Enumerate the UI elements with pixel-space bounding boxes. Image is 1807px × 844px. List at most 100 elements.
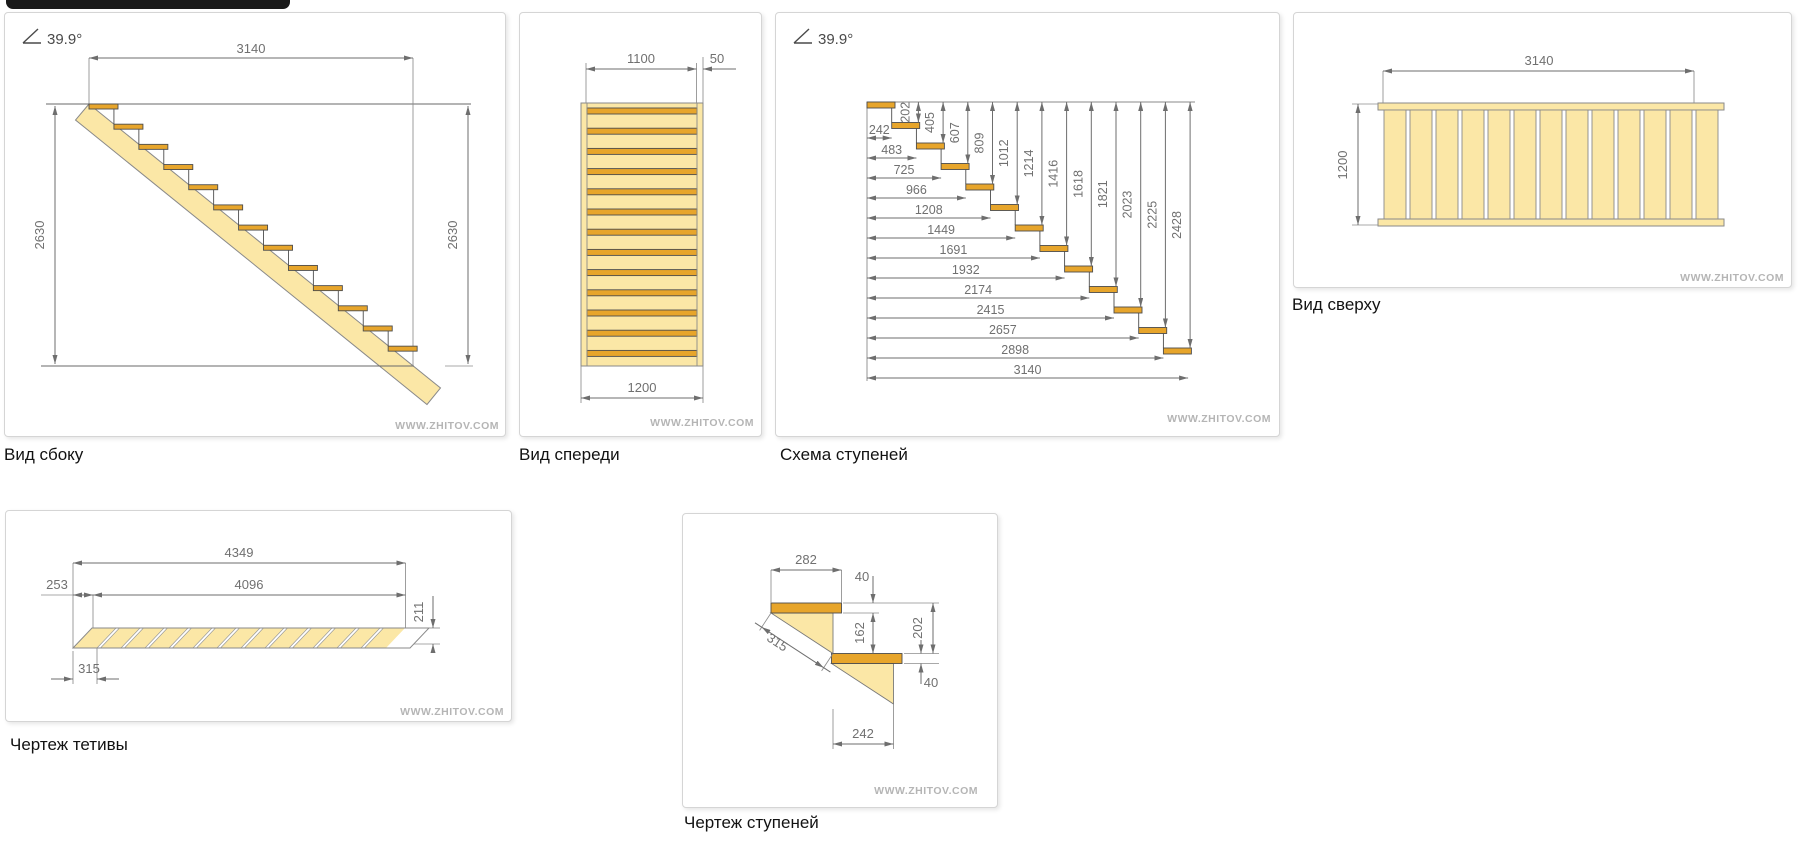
watermark: WWW.ZHITOV.COM	[874, 785, 978, 797]
top-view-tread	[1643, 109, 1667, 220]
upper-tread	[770, 602, 842, 614]
top-view-tread	[1695, 109, 1719, 220]
side-view-drawing: 3140 2630 2630 39.9° WWW.ZHITOV.COM	[22, 28, 499, 432]
top-view-tread	[1461, 109, 1485, 220]
run-dim-label: 2898	[1001, 343, 1029, 357]
angle-icon	[22, 28, 41, 44]
step-tread	[1088, 286, 1118, 293]
top-rail	[1377, 102, 1725, 111]
panel-stringer-drawing: 4349 253 4096 211 315 WWW.ZHITOV.COM	[5, 510, 512, 722]
front-tread	[586, 147, 698, 155]
step-tread	[138, 143, 169, 150]
top-view-tread	[1617, 109, 1641, 220]
dim-length: 3140	[1525, 53, 1554, 68]
rise-dim-label: 1618	[1071, 170, 1085, 198]
dim-notched-length: 4096	[235, 577, 264, 592]
panel-front-view: 1100 50 1200 WWW.ZHITOV.COM	[519, 12, 762, 437]
top-view-tread	[1513, 109, 1537, 220]
step-tread	[1064, 265, 1094, 273]
panel-step-drawing: 282 40 162 202 40 242 315 WWW.ZHITOV.CO	[682, 513, 998, 808]
rise-dim-label: 2023	[1121, 191, 1135, 219]
rise-dim-label: 1012	[997, 139, 1011, 167]
front-tread	[586, 188, 698, 196]
front-tread	[586, 208, 698, 216]
caption-top-view: Вид сверху	[1292, 295, 1381, 314]
dim-tread-width: 1100	[627, 51, 655, 66]
step-tread	[1039, 245, 1069, 252]
rise-dimensions: 202 405 607 809 1012 1214 1416 1618 1821 2023 2225…	[898, 102, 1193, 348]
caption-front-view: Вид спереди	[519, 445, 620, 464]
lower-tread	[831, 653, 903, 664]
watermark: WWW.ZHITOV.COM	[650, 417, 754, 429]
step-tread	[287, 264, 318, 271]
step-tread	[213, 204, 244, 211]
dim-riser-gap: 162	[852, 622, 867, 644]
run-dim-label: 242	[869, 123, 890, 137]
run-dim-label: 1691	[940, 243, 968, 257]
scheme-steps	[866, 101, 1192, 355]
dim-lower-tread-thickness: 40	[924, 675, 938, 690]
step-tread	[263, 244, 293, 251]
run-dim-label: 966	[906, 183, 927, 197]
dim-step-rise: 202	[910, 617, 925, 639]
dim-step-run: 242	[852, 726, 874, 741]
stringer-board-fill	[73, 628, 405, 648]
dim-top-offset: 253	[46, 577, 68, 592]
step-tread	[312, 285, 343, 292]
top-view-tread	[1539, 109, 1563, 220]
top-view-tread	[1383, 109, 1407, 220]
rise-dim-label: 2428	[1170, 211, 1184, 239]
step-tread	[990, 204, 1019, 211]
caption-side-view: Вид сбоку	[4, 445, 84, 464]
step-tread	[387, 345, 418, 352]
step-tread	[163, 164, 194, 170]
front-tread	[586, 107, 698, 115]
step-tread	[940, 163, 970, 170]
stair-steps	[88, 103, 418, 352]
front-tread	[586, 127, 698, 135]
front-tread	[586, 168, 698, 176]
run-dimensions: 242 483 725 966 1208 1449 1691 1932 2174 2415 2657…	[867, 123, 1189, 381]
rise-dim-label: 405	[923, 112, 937, 133]
front-tread	[586, 289, 698, 297]
rise-dim-label: 2225	[1145, 201, 1159, 229]
top-view-tread	[1435, 109, 1459, 220]
rise-dim-label: 202	[898, 102, 912, 123]
caption-step-drawing: Чертеж ступеней	[684, 813, 819, 832]
run-dim-label: 1208	[915, 203, 943, 217]
run-dim-label: 1449	[927, 223, 955, 237]
dim-board-width: 211	[411, 602, 426, 623]
rise-dim-label: 1821	[1096, 180, 1110, 208]
run-dim-label: 2174	[964, 283, 992, 297]
run-dim-label: 3140	[1014, 363, 1042, 377]
dim-notch-length: 315	[764, 630, 790, 654]
stringer-drawing: 4349 253 4096 211 315 WWW.ZHITOV.COM	[41, 545, 504, 718]
watermark: WWW.ZHITOV.COM	[1167, 413, 1271, 425]
panel-top-view: 3140 1200 WWW.ZHITOV.COM	[1293, 12, 1792, 288]
step-tread	[915, 142, 945, 150]
top-view-treads	[1383, 109, 1719, 220]
front-tread	[586, 228, 698, 236]
step-tread	[113, 123, 144, 130]
rise-dim-label: 1214	[1022, 150, 1036, 178]
step-tread	[88, 103, 119, 110]
run-dim-label: 1932	[952, 263, 980, 277]
step-tread	[891, 122, 921, 129]
run-dim-label: 483	[881, 143, 902, 157]
dim-total-width: 1200	[628, 380, 657, 395]
panel-side-view: 3140 2630 2630 39.9° WWW.ZHITOV.COM	[4, 12, 506, 437]
front-tread	[586, 269, 698, 277]
front-view-drawing: 1100 50 1200 WWW.ZHITOV.COM	[580, 51, 754, 429]
run-dim-label: 2415	[977, 303, 1005, 317]
stringer-band	[74, 103, 442, 406]
step-tread	[337, 305, 368, 312]
top-view-tread	[1669, 109, 1693, 220]
front-tread	[586, 248, 698, 256]
front-tread	[586, 349, 698, 357]
steps-scheme-drawing: 39.9° 2424837259661208144916911932217424…	[793, 28, 1271, 425]
rise-dim-label: 607	[948, 122, 962, 143]
top-view-tread	[1409, 109, 1433, 220]
dim-tread-thickness: 40	[855, 569, 869, 584]
angle-value: 39.9°	[818, 31, 853, 48]
